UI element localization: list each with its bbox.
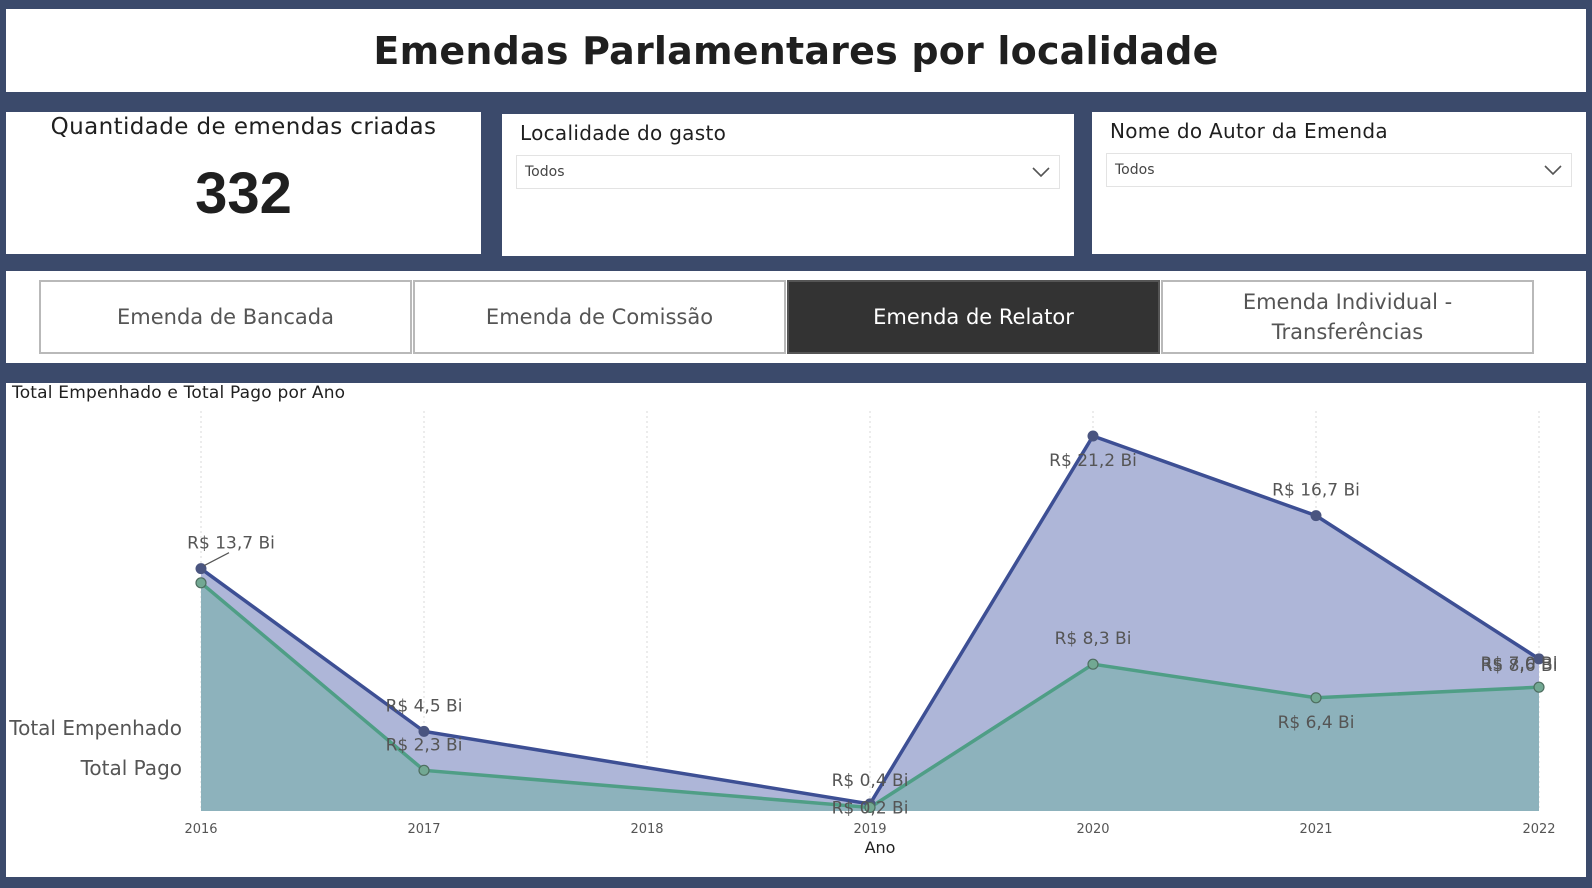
- point-total-pago: [418, 764, 430, 776]
- slicer-localidade: Localidade do gasto Todos: [502, 114, 1074, 256]
- legend-item: Total Empenhado: [8, 716, 182, 740]
- page-title: Emendas Parlamentares por localidade: [373, 28, 1219, 73]
- button-emenda-bancada[interactable]: Emenda de Bancada: [39, 280, 412, 354]
- data-label-empenhado: R$ 4,5 Bi: [386, 696, 463, 716]
- kpi-value: 332: [195, 161, 292, 226]
- chart-panel: R$ 13,7 Bi R$ 4,5 Bi R$ 0,4 Bi R$ 21,2 Bi R$…: [6, 383, 1586, 877]
- chevron-down-icon: [1032, 167, 1050, 178]
- data-label-pago: R$ 7,0 Bi: [1481, 654, 1558, 674]
- data-label-empenhado: R$ 8,6 Bi: [1481, 656, 1558, 676]
- slicer-localidade-title: Localidade do gasto: [520, 121, 727, 145]
- title-panel: Emendas Parlamentares por localidade: [6, 9, 1586, 92]
- line-total-pago: [199, 581, 1540, 810]
- point-total-pago: [1533, 681, 1545, 693]
- button-emenda-relator[interactable]: Emenda de Relator: [787, 280, 1160, 354]
- slicer-autor: Nome do Autor da Emenda Todos: [1092, 112, 1586, 254]
- button-emenda-individual[interactable]: Emenda Individual - Transferências: [1161, 280, 1534, 354]
- point-total-empenhado: [195, 563, 207, 575]
- data-label-pago: R$ 0,2 Bi: [832, 798, 909, 818]
- x-tick-label: 2021: [1299, 822, 1332, 837]
- data-label-pago: R$ 8,3 Bi: [1055, 629, 1132, 649]
- point-total-pago: [195, 577, 207, 589]
- x-tick-label: 2020: [1076, 822, 1109, 837]
- kpi-label: Quantidade de emendas criadas: [50, 114, 437, 140]
- button-emenda-comissao[interactable]: Emenda de Comissão: [413, 280, 786, 354]
- x-tick-label: 2018: [630, 822, 663, 837]
- chart-title: Total Empenhado e Total Pago por Ano: [12, 383, 346, 403]
- slicer-autor-title: Nome do Autor da Emenda: [1110, 119, 1388, 143]
- chevron-down-icon: [1544, 165, 1562, 176]
- line-total-empenhado: [199, 433, 1540, 806]
- data-label-empenhado: R$ 16,7 Bi: [1272, 481, 1360, 501]
- data-label-pago: R$ 2,3 Bi: [386, 735, 463, 755]
- point-total-empenhado: [1310, 510, 1322, 522]
- slicer-autor-dropdown[interactable]: Todos: [1106, 153, 1572, 187]
- x-tick-label: 2016: [184, 822, 217, 837]
- point-total-pago: [1087, 658, 1099, 670]
- x-axis-title: Ano: [865, 838, 896, 857]
- x-tick-label: 2017: [407, 822, 440, 837]
- area-total-pago: [201, 582, 1539, 811]
- area-chart: R$ 13,7 Bi R$ 4,5 Bi R$ 0,4 Bi R$ 21,2 Bi R$…: [8, 411, 1558, 857]
- emenda-type-buttons: Emenda de Bancada Emenda de Comissão Eme…: [6, 271, 1586, 363]
- slicer-localidade-dropdown[interactable]: Todos: [516, 155, 1060, 189]
- leader-line: [203, 552, 230, 567]
- kpi-card: Quantidade de emendas criadas 332: [6, 112, 481, 254]
- legend-item: Total Pago: [80, 756, 182, 780]
- x-tick-label: 2022: [1522, 822, 1555, 837]
- point-total-pago: [864, 801, 876, 814]
- data-label-empenhado: R$ 0,4 Bi: [832, 771, 909, 791]
- slicer-localidade-value: Todos: [525, 164, 565, 180]
- point-total-pago: [1310, 692, 1322, 704]
- data-label-empenhado: R$ 13,7 Bi: [187, 534, 275, 554]
- point-total-empenhado: [418, 725, 430, 737]
- point-total-empenhado: [1533, 653, 1545, 665]
- data-label-pago: R$ 6,4 Bi: [1278, 713, 1355, 733]
- slicer-autor-value: Todos: [1115, 162, 1155, 178]
- point-total-empenhado: [1087, 430, 1099, 442]
- data-label-empenhado: R$ 21,2 Bi: [1049, 451, 1137, 471]
- x-tick-label: 2019: [853, 822, 886, 837]
